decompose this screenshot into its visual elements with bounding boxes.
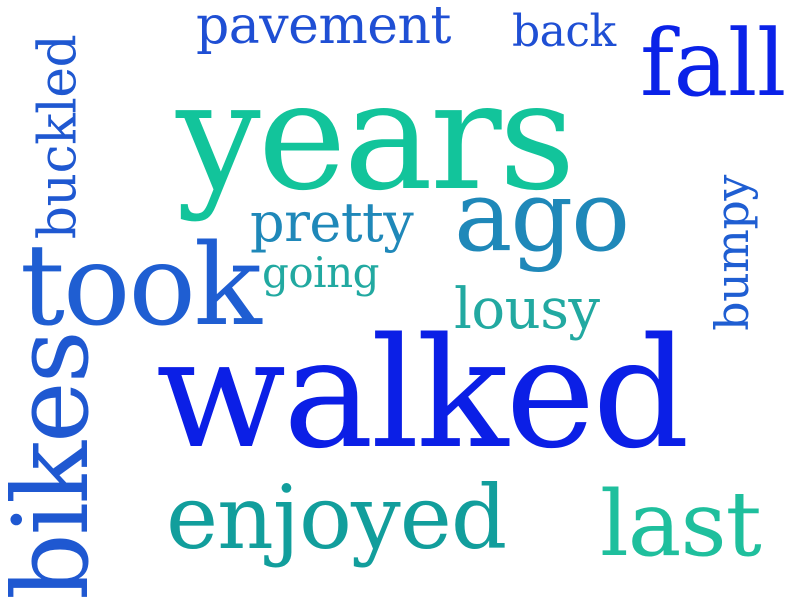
word-ago: ago (454, 160, 630, 274)
word-bumpy: bumpy (704, 175, 759, 331)
word-years: years (176, 50, 576, 224)
word-enjoyed: enjoyed (166, 466, 507, 569)
word-pavement: pavement (196, 0, 451, 56)
word-fall: fall (640, 10, 786, 117)
word-last: last (600, 472, 762, 577)
word-walked: walked (156, 305, 690, 482)
word-buckled: buckled (28, 34, 89, 240)
word-back: back (512, 6, 616, 57)
word-pretty: pretty (250, 191, 414, 254)
word-going: going (262, 248, 380, 297)
word-bikes: bikes (0, 332, 112, 600)
word-lousy: lousy (454, 277, 600, 342)
word-took: took (20, 221, 262, 351)
